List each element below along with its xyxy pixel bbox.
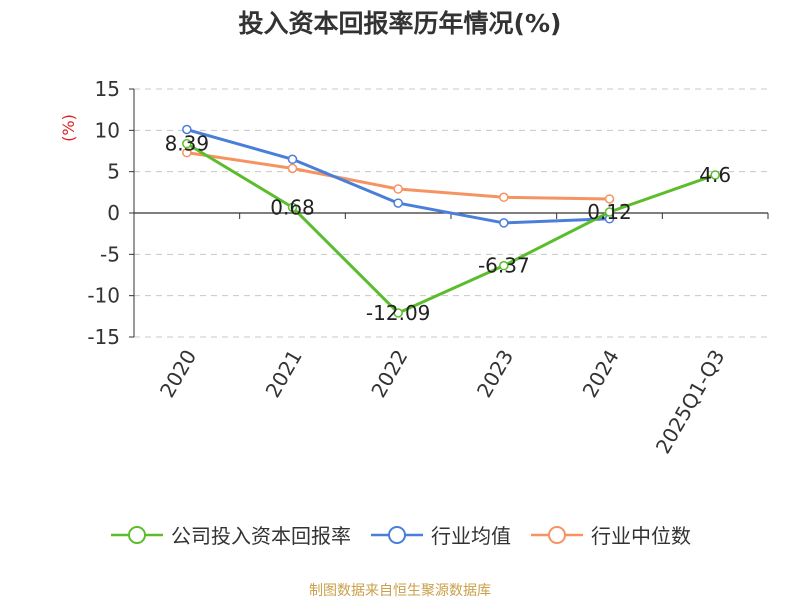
series-line bbox=[186, 142, 716, 315]
data-labels: 8.39 0.68 -12.09 -6.37 0.12 4.6 bbox=[165, 132, 732, 325]
data-point bbox=[499, 260, 509, 271]
y-tick-label: 0 bbox=[107, 201, 120, 225]
x-tick-label: 2021 bbox=[261, 346, 307, 402]
x-tick-label: 2022 bbox=[366, 346, 412, 402]
data-label: 4.6 bbox=[699, 163, 731, 187]
data-label: 0.68 bbox=[270, 195, 315, 219]
source-note: 制图数据来自恒生聚源数据库 bbox=[309, 583, 491, 599]
data-point bbox=[393, 308, 403, 318]
data-point bbox=[182, 147, 192, 158]
x-tick-label: 2020 bbox=[155, 346, 201, 402]
y-tick-label: -15 bbox=[87, 325, 120, 349]
legend-label: 公司投入资本回报率 bbox=[171, 524, 351, 548]
data-point bbox=[287, 202, 298, 213]
x-tick-label: 2025Q1-Q3 bbox=[651, 346, 730, 458]
y-tick-label: 15 bbox=[95, 77, 120, 101]
chart-title: 投入资本回报率历年情况(%) bbox=[238, 9, 562, 38]
legend: 公司投入资本回报率 行业均值 行业中位数 bbox=[0, 520, 800, 549]
x-tick-label: 2024 bbox=[578, 346, 624, 402]
legend-label: 行业中位数 bbox=[591, 524, 691, 548]
data-point bbox=[393, 184, 403, 194]
series-line bbox=[186, 128, 610, 225]
data-point bbox=[499, 218, 509, 228]
data-point bbox=[393, 198, 403, 208]
legend-label: 行业均值 bbox=[431, 524, 511, 548]
legend-swatch-icon bbox=[371, 525, 423, 544]
series-lines bbox=[182, 124, 720, 318]
data-label: 8.39 bbox=[165, 132, 210, 156]
y-tick-label: -5 bbox=[100, 242, 120, 266]
y-tick-label: 5 bbox=[107, 160, 120, 184]
data-point bbox=[710, 170, 720, 180]
line-chart: 15 10 5 0 -5 -10 -15 2020 2021 2022 2023 2024 2025Q1… bbox=[59, 77, 769, 458]
gridlines bbox=[134, 88, 768, 338]
data-point bbox=[182, 124, 192, 135]
legend-swatch-icon bbox=[111, 525, 163, 544]
data-label: 0.12 bbox=[587, 200, 632, 224]
legend-item: 行业均值 bbox=[369, 520, 511, 549]
x-tick-label: 2023 bbox=[472, 346, 518, 402]
legend-swatch-icon bbox=[531, 525, 583, 544]
data-label: -6.37 bbox=[478, 254, 530, 278]
y-axis-title: (%) bbox=[59, 114, 78, 142]
legend-item: 公司投入资本回报率 bbox=[109, 520, 351, 549]
data-point bbox=[287, 154, 298, 165]
y-tick-label: 10 bbox=[95, 118, 120, 142]
y-tick-label: -10 bbox=[87, 284, 120, 308]
data-label: -12.09 bbox=[366, 301, 430, 325]
data-point bbox=[499, 192, 509, 203]
data-point bbox=[604, 207, 615, 217]
data-point bbox=[182, 138, 192, 149]
data-point bbox=[604, 194, 615, 204]
data-point bbox=[287, 163, 298, 174]
legend-item: 行业中位数 bbox=[529, 520, 691, 549]
